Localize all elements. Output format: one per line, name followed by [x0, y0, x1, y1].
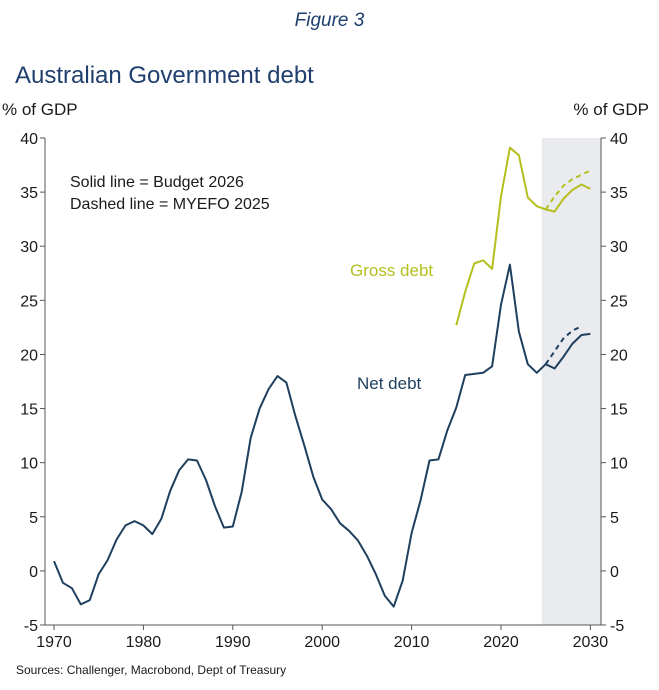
y-tick-label-right: 40 — [610, 131, 628, 148]
y-tick-label-right: 15 — [610, 402, 628, 419]
series-lines — [53, 146, 591, 608]
y-tick-label-right: 25 — [610, 293, 628, 310]
y-tick-label-left: 10 — [20, 456, 38, 473]
note-solid-line: Solid line = Budget 2026 — [70, 174, 244, 191]
net-debt-line — [53, 263, 591, 608]
y-tick-label-left: 5 — [29, 510, 38, 527]
y-tick-label-left: 15 — [20, 402, 38, 419]
net-debt-label: Net debt — [357, 374, 422, 393]
x-tick-label: 1980 — [126, 634, 162, 651]
y-tick-label-left: 30 — [20, 239, 38, 256]
figure-label: Figure 3 — [294, 10, 365, 31]
x-tick-label: 1990 — [215, 634, 251, 651]
x-tick-label: 2010 — [394, 634, 430, 651]
y-tick-label-right: -5 — [610, 618, 624, 635]
y-tick-label-left: -5 — [24, 618, 38, 635]
y-axis-unit-right: % of GDP — [573, 100, 649, 119]
gross-debt-line — [455, 146, 591, 326]
y-axis-unit-left: % of GDP — [2, 100, 78, 119]
forecast-shading — [541, 138, 601, 625]
y-tick-label-left: 0 — [29, 564, 38, 581]
note-dashed-line: Dashed line = MYEFO 2025 — [70, 196, 270, 213]
y-tick-label-right: 5 — [610, 510, 619, 527]
y-tick-label-right: 30 — [610, 239, 628, 256]
x-tick-label: 2000 — [304, 634, 340, 651]
y-tick-label-right: 20 — [610, 347, 628, 364]
source-note: Sources: Challenger, Macrobond, Dept of … — [16, 663, 287, 677]
x-tick-label: 2020 — [483, 634, 519, 651]
gross-debt-myefo-2025-line — [544, 169, 591, 210]
y-tick-label-left: 25 — [20, 293, 38, 310]
y-tick-label-left: 35 — [20, 185, 38, 202]
chart-title: Australian Government debt — [15, 62, 314, 89]
net-debt-myefo-2025-line — [544, 325, 582, 365]
y-tick-label-right: 10 — [610, 456, 628, 473]
y-tick-label-right: 35 — [610, 185, 628, 202]
x-tick-label: 2030 — [573, 634, 609, 651]
y-tick-label-right: 0 — [610, 564, 619, 581]
y-tick-label-left: 20 — [20, 347, 38, 364]
y-tick-label-left: 40 — [20, 131, 38, 148]
x-tick-label: 1970 — [36, 634, 72, 651]
gross-debt-label: Gross debt — [350, 261, 433, 280]
